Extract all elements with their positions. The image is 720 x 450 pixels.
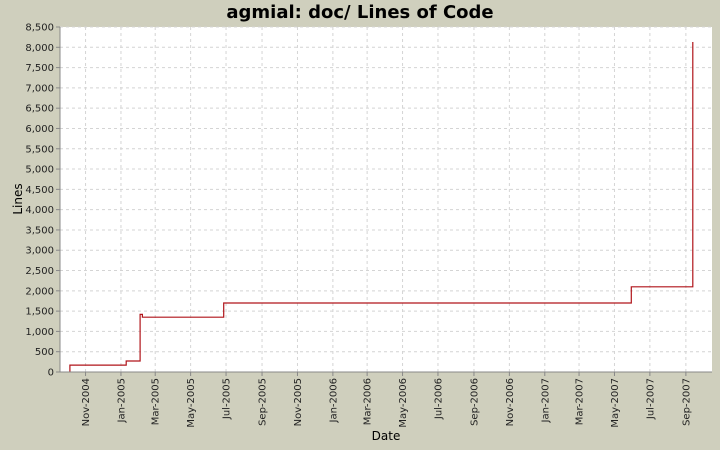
x-tick-label: Nov-2006 xyxy=(505,378,516,426)
x-tick-label: Nov-2004 xyxy=(81,378,92,426)
y-tick-label: 3,000 xyxy=(25,246,54,257)
y-tick-label: 1,000 xyxy=(25,327,54,338)
y-tick-label: 6,500 xyxy=(25,104,54,115)
x-tick-label: Mar-2006 xyxy=(363,378,374,425)
y-tick-label: 7,500 xyxy=(25,63,54,74)
y-tick-label: 0 xyxy=(48,368,54,379)
y-tick-label: 2,500 xyxy=(25,266,54,277)
y-axis: 0 500 1,000 1,500 2,000 2,500 3,000 3,500 4,000 4… xyxy=(25,23,60,379)
x-tick-label: Nov-2005 xyxy=(293,378,304,426)
x-tick-label: May-2006 xyxy=(398,378,409,428)
y-tick-label: 8,000 xyxy=(25,43,54,54)
chart-title: agmial: doc/ Lines of Code xyxy=(226,2,493,23)
x-tick-label: May-2007 xyxy=(610,378,621,428)
x-tick-label: Jan-2005 xyxy=(116,378,127,423)
y-tick-label: 3,500 xyxy=(25,225,54,236)
series-group xyxy=(69,42,694,372)
x-tick-label: Sep-2006 xyxy=(469,378,480,426)
x-tick-label: Sep-2007 xyxy=(681,378,692,426)
x-axis: Nov-2004 Jan-2005 Mar-2005 May-2005 Jul-2005… xyxy=(81,372,692,428)
x-tick-label: Sep-2005 xyxy=(258,378,269,426)
y-tick-label: 5,000 xyxy=(25,165,54,176)
x-tick-label: Jul-2006 xyxy=(433,378,444,420)
y-tick-label: 4,500 xyxy=(25,185,54,196)
plot-area xyxy=(60,27,712,372)
y-tick-label: 5,500 xyxy=(25,144,54,155)
x-tick-label: Jan-2006 xyxy=(328,378,339,423)
y-tick-label: 500 xyxy=(35,347,54,358)
x-tick-label: Jan-2007 xyxy=(540,378,551,423)
y-tick-label: 1,500 xyxy=(25,307,54,318)
x-tick-label: Mar-2005 xyxy=(151,378,162,425)
x-tick-label: Jul-2007 xyxy=(645,378,656,420)
x-axis-label: Date xyxy=(372,429,401,443)
y-tick-label: 7,000 xyxy=(25,83,54,94)
y-tick-label: 8,500 xyxy=(25,23,54,34)
y-tick-label: 6,000 xyxy=(25,124,54,135)
x-tick-label: May-2005 xyxy=(186,378,197,428)
grid xyxy=(60,26,712,373)
y-axis-label: Lines xyxy=(11,183,25,214)
y-tick-label: 4,000 xyxy=(25,205,54,216)
x-tick-label: Jul-2005 xyxy=(222,378,233,420)
y-tick-label: 2,000 xyxy=(25,286,54,297)
series-line xyxy=(69,42,694,372)
x-tick-label: Mar-2007 xyxy=(575,378,586,425)
